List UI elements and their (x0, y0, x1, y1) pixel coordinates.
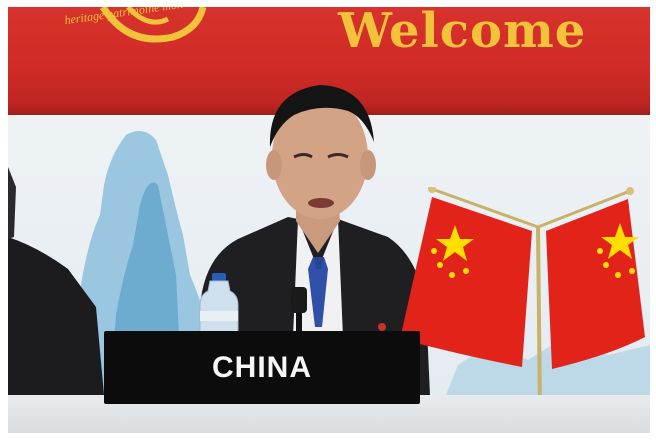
china-flag-icon (400, 187, 645, 413)
microphone-icon (291, 287, 307, 347)
photograph: heritage patrimoine mon Welcome (8, 7, 650, 433)
nameplate-text: CHINA (212, 351, 312, 384)
welcome-heading: Welcome (338, 7, 587, 59)
water-bottle-icon (199, 273, 239, 333)
unesco-emblem-icon (100, 7, 207, 43)
country-nameplate: CHINA (104, 331, 420, 404)
